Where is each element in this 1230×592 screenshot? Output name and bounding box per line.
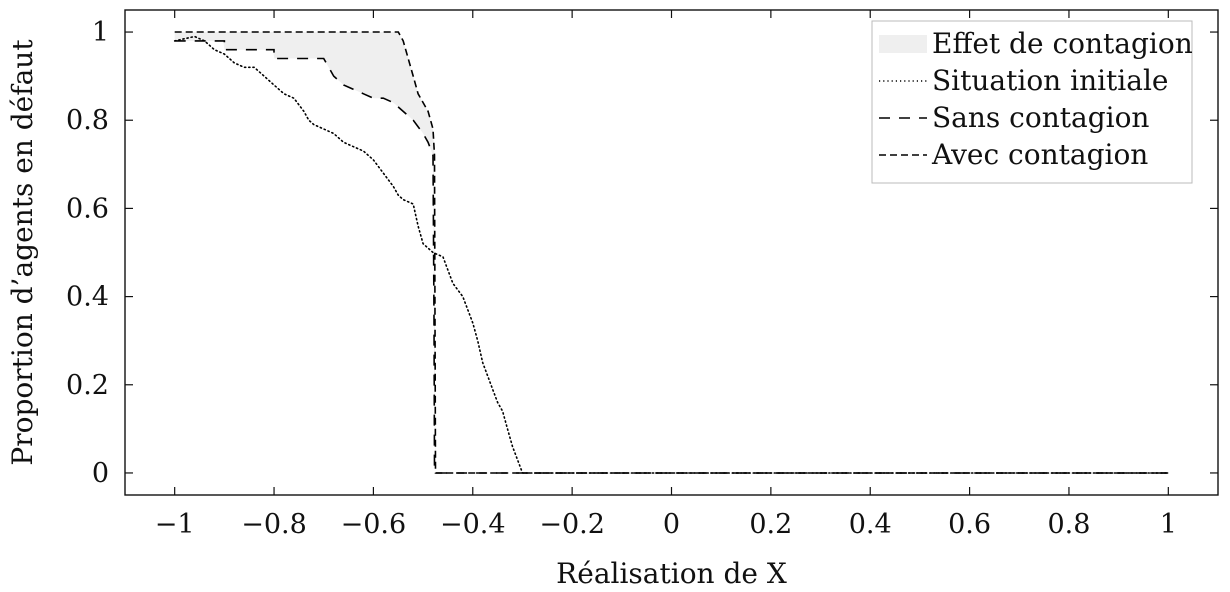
x-tick-label: 0.8: [1047, 509, 1090, 540]
y-tick-label: 0: [92, 458, 109, 489]
y-tick-label: 1: [92, 17, 109, 48]
fill-effet-de-contagion: [174, 32, 436, 473]
legend-label-avec-contagion: Avec contagion: [931, 138, 1148, 171]
x-tick-label: 0.2: [749, 509, 792, 540]
y-tick-label: 0.2: [66, 370, 109, 401]
series-line-situation-initiale: [173, 35, 1170, 474]
y-tick-label: 0.4: [66, 282, 109, 313]
x-tick-label: 1: [1160, 509, 1177, 540]
x-tick-label: −0.4: [440, 509, 506, 540]
legend-label-sans-contagion: Sans contagion: [932, 101, 1149, 134]
legend-label-situation-initiale: Situation initiale: [932, 64, 1168, 97]
legend-label-effet-de-contagion: Effet de contagion: [932, 27, 1193, 60]
legend: Effet de contagion Situation initiale Sa…: [871, 20, 1193, 184]
series-layer: [173, 31, 1170, 474]
x-axis-label: Réalisation de X: [556, 557, 787, 590]
x-tick-label: 0.6: [948, 509, 991, 540]
y-tick-label: 0.8: [66, 105, 109, 136]
x-tick-label: 0: [663, 509, 680, 540]
x-tick-label: −0.6: [341, 509, 407, 540]
legend-swatch-fill: [879, 35, 927, 53]
series-line-avec-contagion: [174, 31, 1169, 474]
x-tick-label: −1: [155, 509, 195, 540]
fill-layer: [174, 32, 436, 473]
y-tick-label: 0.6: [66, 193, 109, 224]
x-tick-label: −0.8: [241, 509, 307, 540]
x-tick-label: −0.2: [539, 509, 605, 540]
x-tick-label: 0.4: [849, 509, 892, 540]
ticks-layer: −1 −0.8 −0.6 −0.4 −0.2 0 0.2 0.4 0.6 0.8 1 0 0.2 0.4 0…: [66, 10, 1218, 540]
y-axis-label: Proportion d’agents en défaut: [6, 39, 39, 466]
